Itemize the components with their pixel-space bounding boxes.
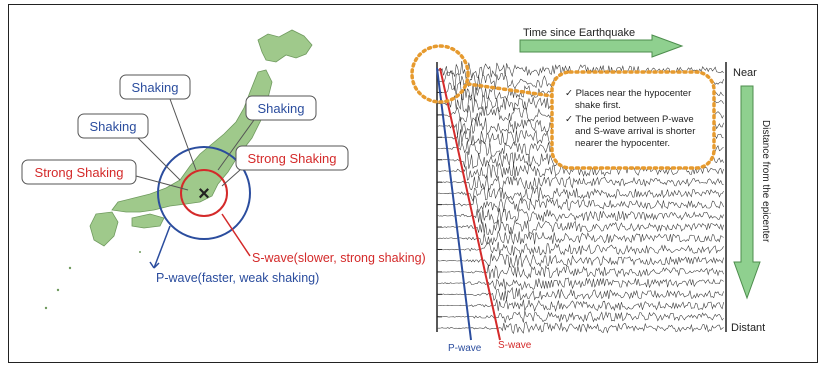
bubble-text: Shaking xyxy=(90,119,137,134)
island-dot xyxy=(44,306,48,310)
highlight-connector xyxy=(466,82,554,98)
bubble-text: Shaking xyxy=(258,101,305,116)
bubble-strong-shaking-left: Strong Shaking xyxy=(21,159,189,191)
distance-label: Distance from the epicenter xyxy=(760,120,771,243)
s-wave-circle xyxy=(180,169,228,217)
island-dot xyxy=(68,266,72,270)
japan-map xyxy=(44,29,313,310)
callout-line: ✓ Places near the hypocenter xyxy=(565,88,691,99)
s-wave-label: S-wave(slower, strong shaking) xyxy=(252,251,426,265)
seismogram-trace xyxy=(437,277,724,291)
p-wave-circle xyxy=(157,146,251,240)
seismogram-trace xyxy=(437,310,724,323)
shikoku-landmass xyxy=(131,213,165,229)
seismogram-trace xyxy=(437,162,724,181)
hypocenter-highlight xyxy=(410,44,470,104)
seismogram-trace xyxy=(437,219,724,235)
epicenter-mark: × xyxy=(198,183,210,205)
near-label: Near xyxy=(733,67,757,79)
time-arrow: Time since Earthquake xyxy=(519,27,684,58)
callout-line: and S-wave arrival is shorter xyxy=(575,126,695,137)
bubble-shaking-right: Shaking xyxy=(217,95,317,171)
callout-line: ✓ The period between P-wave xyxy=(565,114,694,125)
bubble-shaking-left: Shaking xyxy=(77,113,181,181)
s-wave-pointer xyxy=(221,213,251,257)
distance-arrow: Near Distant Distance from the epicenter xyxy=(731,67,771,334)
p-wave-arrowhead xyxy=(149,261,160,269)
seismogram-trace xyxy=(437,264,724,280)
bubble-text: Strong Shaking xyxy=(248,151,337,166)
kyushu-landmass xyxy=(89,211,119,247)
callout-line: nearer the hypocenter. xyxy=(575,138,670,149)
seismogram-trace xyxy=(437,208,724,224)
s-wave-axis-label: S-wave xyxy=(498,340,532,351)
callout-line: shake first. xyxy=(575,100,621,111)
seismogram-trace xyxy=(437,229,724,246)
island-dot xyxy=(139,251,141,253)
hokkaido-landmass xyxy=(257,29,313,63)
seismogram-trace xyxy=(437,195,724,214)
p-wave-line xyxy=(436,67,472,341)
p-wave-pointer xyxy=(153,225,171,269)
p-wave-label: P-wave(faster, weak shaking) xyxy=(156,271,319,285)
island-dot xyxy=(56,288,60,292)
distant-label: Distant xyxy=(731,322,765,334)
seismogram-trace xyxy=(437,321,724,335)
bubble-text: Strong Shaking xyxy=(35,165,124,180)
seismogram-trace xyxy=(437,253,724,269)
seismogram-trace xyxy=(438,298,724,312)
honshu-landmass xyxy=(111,69,273,213)
seismogram-trace xyxy=(437,241,724,257)
bubble-shaking-top: Shaking xyxy=(119,74,197,171)
s-wave-line xyxy=(439,67,501,341)
bubble-strong-shaking-right: Strong Shaking xyxy=(221,145,349,187)
seismogram-trace xyxy=(437,174,724,191)
seismogram-trace xyxy=(437,286,724,302)
bubble-text: Shaking xyxy=(132,80,179,95)
time-label: Time since Earthquake xyxy=(523,27,635,39)
callout-box: ✓ Places near the hypocenter shake first… xyxy=(550,70,716,170)
p-wave-axis-label: P-wave xyxy=(448,343,482,354)
seismogram-trace xyxy=(437,187,724,202)
